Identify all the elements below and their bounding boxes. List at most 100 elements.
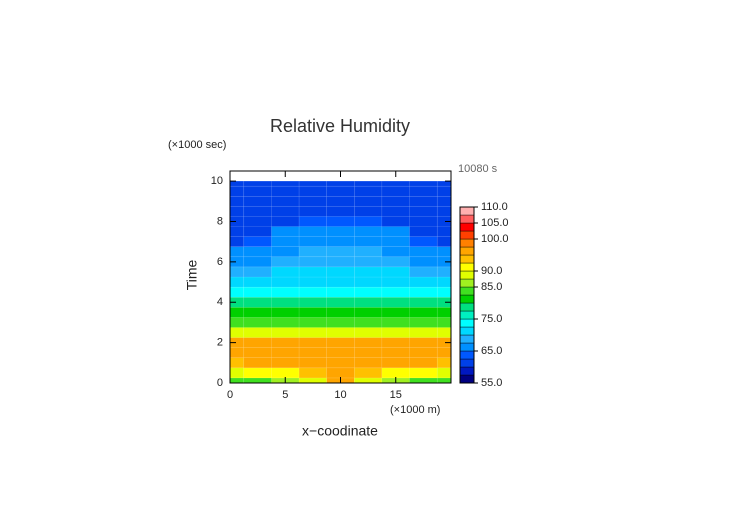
- cell: [229, 266, 245, 278]
- colorbar-label: 105.0: [481, 217, 509, 229]
- cell: [298, 226, 327, 237]
- cell: [243, 216, 272, 227]
- cell: [326, 226, 355, 237]
- cell: [243, 286, 272, 298]
- cell: [436, 236, 452, 247]
- cell: [354, 357, 383, 369]
- cell: [354, 195, 383, 207]
- time-label: 10080 s: [458, 163, 498, 175]
- cell: [229, 367, 245, 379]
- cell: [436, 206, 452, 217]
- cell: [271, 296, 300, 308]
- cell: [354, 327, 383, 338]
- cell: [409, 276, 438, 288]
- colorbar-band: [459, 270, 475, 280]
- cell: [409, 180, 438, 187]
- cell: [243, 180, 272, 187]
- y-tick-label: 8: [217, 215, 223, 227]
- cell: [409, 286, 438, 298]
- colorbar-label: 65.0: [481, 345, 502, 357]
- cell: [229, 185, 245, 197]
- cell: [326, 216, 355, 227]
- cell: [436, 246, 452, 258]
- cell: [381, 296, 410, 308]
- colorbar-band: [459, 318, 475, 328]
- x-tick-label: 0: [227, 389, 233, 401]
- colorbar-band: [459, 366, 475, 376]
- cell: [354, 246, 383, 258]
- cell: [436, 347, 452, 359]
- cell: [354, 256, 383, 268]
- cell: [381, 226, 410, 237]
- cell: [243, 377, 272, 384]
- cell: [354, 216, 383, 227]
- cell: [326, 246, 355, 258]
- cell: [271, 317, 300, 328]
- cell: [229, 276, 245, 288]
- cell: [326, 195, 355, 207]
- cell: [298, 236, 327, 247]
- y-unit: (×1000 sec): [168, 139, 226, 151]
- cell: [354, 296, 383, 308]
- cell: [271, 276, 300, 288]
- x-tick-label: 15: [390, 389, 402, 401]
- colorbar-band: [459, 278, 475, 288]
- cell: [409, 236, 438, 247]
- cell: [354, 367, 383, 379]
- cell: [271, 256, 300, 268]
- colorbar-band: [459, 222, 475, 232]
- x-axis-title: x−coodinate: [302, 423, 378, 439]
- colorbar-band: [459, 334, 475, 344]
- cell: [326, 327, 355, 338]
- colorbar-band: [459, 326, 475, 336]
- colorbar-band: [459, 262, 475, 272]
- cell: [229, 180, 245, 187]
- cell: [409, 256, 438, 268]
- cell: [354, 266, 383, 278]
- cell: [271, 195, 300, 207]
- cell: [436, 185, 452, 197]
- colorbar-band: [459, 246, 475, 256]
- colorbar-band: [459, 230, 475, 240]
- cell: [326, 286, 355, 298]
- colorbar-label: 110.0: [481, 201, 508, 213]
- cell: [409, 246, 438, 258]
- colorbar-label: 85.0: [481, 281, 502, 293]
- cell: [326, 180, 355, 187]
- cell: [243, 307, 272, 318]
- cell: [354, 206, 383, 217]
- cell: [409, 327, 438, 338]
- cell: [409, 357, 438, 369]
- cell: [271, 337, 300, 348]
- cell: [381, 266, 410, 278]
- cell: [409, 226, 438, 237]
- cell: [271, 226, 300, 237]
- y-axis-title: Time: [184, 259, 200, 290]
- cell: [243, 327, 272, 338]
- cell: [381, 216, 410, 227]
- colorbar-label: 55.0: [481, 377, 502, 389]
- cell: [243, 276, 272, 288]
- colorbar-band: [459, 358, 475, 368]
- cell: [436, 377, 452, 384]
- cell: [381, 256, 410, 268]
- cell: [298, 327, 327, 338]
- cell: [354, 347, 383, 359]
- cell: [409, 266, 438, 278]
- cell: [298, 317, 327, 328]
- colorbar-label: 90.0: [481, 265, 502, 277]
- cell: [243, 347, 272, 359]
- colorbar-band: [459, 310, 475, 320]
- cell: [381, 347, 410, 359]
- colorbar-label: 75.0: [481, 313, 502, 325]
- cell: [298, 216, 327, 227]
- colorbar-frame: [459, 206, 475, 384]
- cell: [243, 206, 272, 217]
- cell: [298, 206, 327, 217]
- cell: [298, 337, 327, 348]
- x-tick-label: 5: [282, 389, 288, 401]
- cell: [243, 266, 272, 278]
- cell: [326, 367, 355, 379]
